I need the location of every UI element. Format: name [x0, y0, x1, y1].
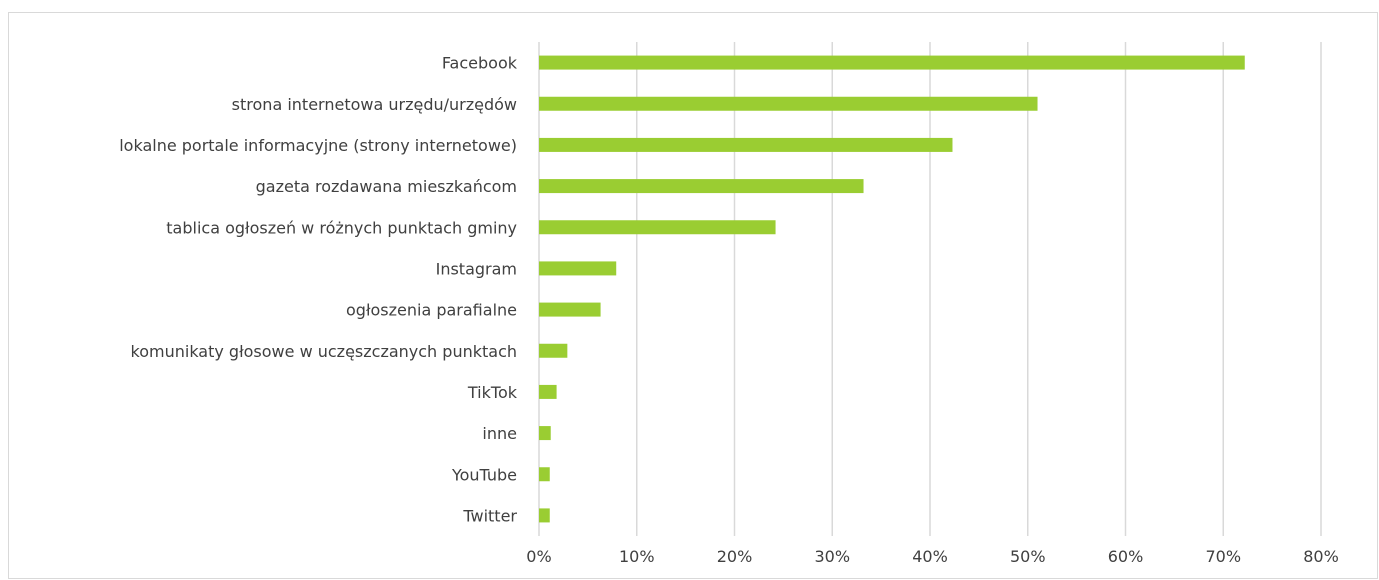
category-label: YouTube: [451, 465, 517, 484]
category-label: TikTok: [467, 383, 518, 402]
bar: [539, 220, 776, 235]
bar: [539, 467, 550, 482]
category-label: Twitter: [462, 506, 517, 525]
bar: [539, 302, 601, 317]
category-label: Facebook: [442, 54, 518, 73]
category-label: lokalne portale informacyjne (strony int…: [119, 136, 517, 155]
x-tick-label: 0%: [526, 547, 551, 566]
category-label: ogłoszenia parafialne: [346, 301, 517, 320]
category-label: komunikaty głosowe w uczęszczanych punkt…: [131, 342, 517, 361]
category-label: gazeta rozdawana mieszkańcom: [256, 177, 517, 196]
bar: [539, 96, 1038, 111]
bar: [539, 508, 550, 523]
bar: [539, 261, 617, 276]
bar: [539, 179, 864, 194]
x-tick-label: 50%: [1010, 547, 1046, 566]
x-tick-label: 80%: [1303, 547, 1339, 566]
category-label: strona internetowa urzędu/urzędów: [232, 95, 517, 114]
x-tick-label: 60%: [1108, 547, 1144, 566]
tick-labels: 0% 10% 20% 30% 40% 50% 60% 70% 80%: [526, 547, 1338, 566]
category-label: Instagram: [436, 259, 517, 278]
x-tick-label: 10%: [619, 547, 655, 566]
gridlines: [538, 42, 1322, 536]
bar: [539, 343, 568, 358]
bar: [539, 384, 557, 399]
bar: [539, 137, 953, 152]
x-tick-label: 70%: [1205, 547, 1241, 566]
bar: [539, 55, 1245, 70]
bars: [539, 55, 1245, 523]
category-labels: Facebook strona internetowa urzędu/urzędó…: [119, 54, 518, 526]
category-label: tablica ogłoszeń w różnych punktach gmin…: [166, 218, 517, 237]
bar: [539, 426, 551, 441]
x-tick-label: 40%: [912, 547, 948, 566]
category-label: inne: [482, 424, 517, 443]
x-tick-label: 30%: [814, 547, 850, 566]
x-tick-label: 20%: [717, 547, 753, 566]
